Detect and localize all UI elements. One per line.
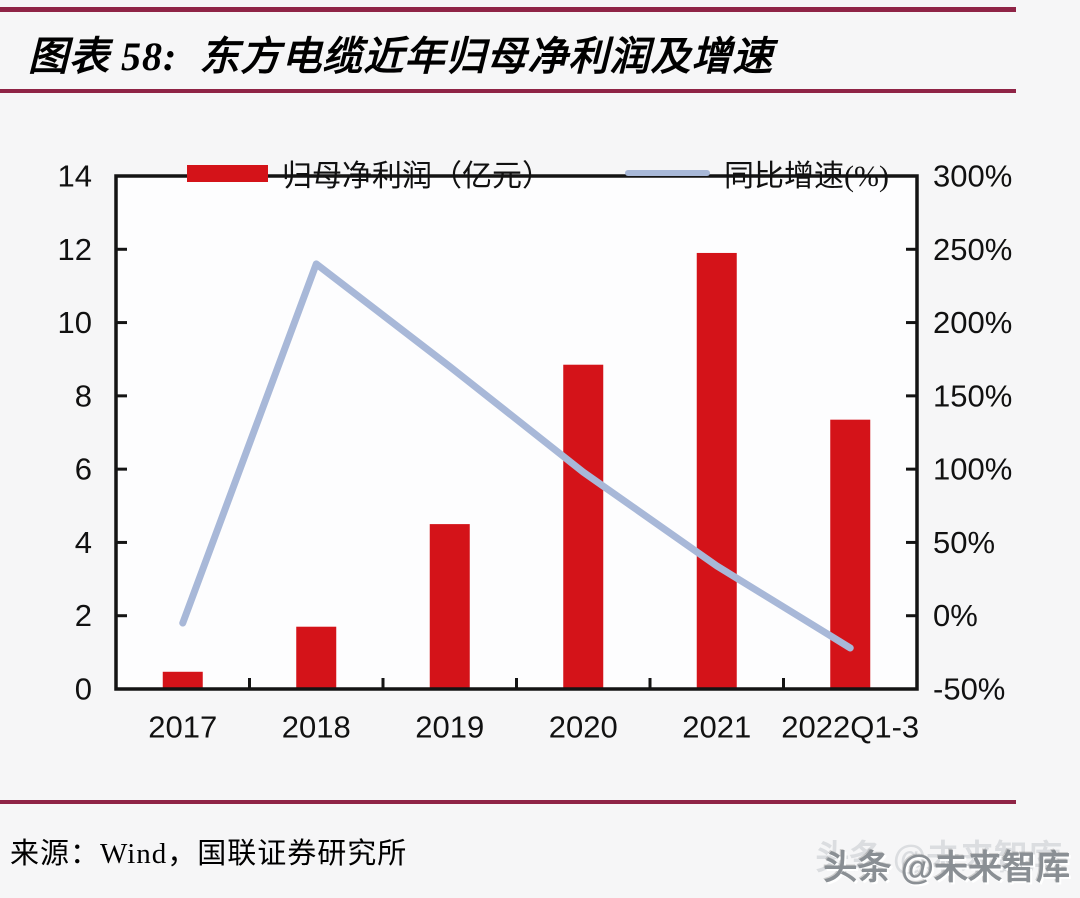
left-axis-label-12: 12: [58, 232, 92, 267]
right-axis-label-0%: 0%: [933, 598, 978, 633]
bar-2017: [162, 671, 203, 689]
right-axis-label-300%: 300%: [933, 159, 1012, 194]
x-axis-label-2018: 2018: [282, 710, 351, 745]
x-axis-label-2022Q1-3: 2022Q1-3: [781, 710, 919, 745]
right-axis-label--50%: -50%: [933, 672, 1005, 707]
left-axis-label-4: 4: [75, 525, 92, 560]
right-axis-label-50%: 50%: [933, 525, 995, 560]
watermark-ghost-text: 头条 @未来智库: [815, 839, 1062, 877]
right-axis-label-150%: 150%: [933, 378, 1012, 413]
footer-rule: [0, 800, 1016, 804]
top-accent-rule: [0, 7, 1016, 12]
legend-label-yoy-growth: 同比增速(%): [724, 160, 889, 193]
title-underline-rule: [0, 89, 1016, 93]
legend-label-net-profit: 归母净利润（亿元）: [282, 160, 552, 193]
right-axis-label-200%: 200%: [933, 305, 1012, 340]
watermark: 头条 @未来智库 头条 @未来智库: [815, 839, 1070, 892]
legend-item-yoy-growth: 同比增速(%): [625, 153, 889, 193]
legend-item-net-profit: 归母净利润（亿元）: [187, 153, 552, 193]
source-note: 来源：Wind，国联证券研究所: [10, 838, 408, 870]
figure-title: 图表 58: 东方电缆近年归母净利润及增速: [28, 34, 774, 79]
left-axis-label-6: 6: [75, 452, 92, 487]
watermark-text: 头条 @未来智库: [823, 849, 1070, 887]
left-axis-label-10: 10: [58, 305, 92, 340]
right-axis-label-250%: 250%: [933, 232, 1012, 267]
right-axis-label-100%: 100%: [933, 452, 1012, 487]
bar-2021: [696, 252, 737, 689]
left-axis-label-8: 8: [75, 378, 92, 413]
chart-legend: 归母净利润（亿元） 同比增速(%): [0, 153, 1080, 193]
x-axis-label-2017: 2017: [148, 710, 217, 745]
left-axis-label-2: 2: [75, 598, 92, 633]
left-axis-label-14: 14: [58, 159, 92, 194]
x-axis-label-2020: 2020: [549, 710, 618, 745]
line-swatch-icon: [625, 170, 710, 176]
growth-line: [179, 260, 854, 652]
bar-2020: [563, 364, 604, 689]
left-axis-label-0: 0: [75, 672, 92, 707]
x-axis-label-2021: 2021: [682, 710, 751, 745]
x-axis-label-2019: 2019: [415, 710, 484, 745]
bar-2019: [429, 524, 470, 689]
bar-swatch-icon: [187, 164, 268, 182]
bar-2018: [296, 626, 337, 689]
